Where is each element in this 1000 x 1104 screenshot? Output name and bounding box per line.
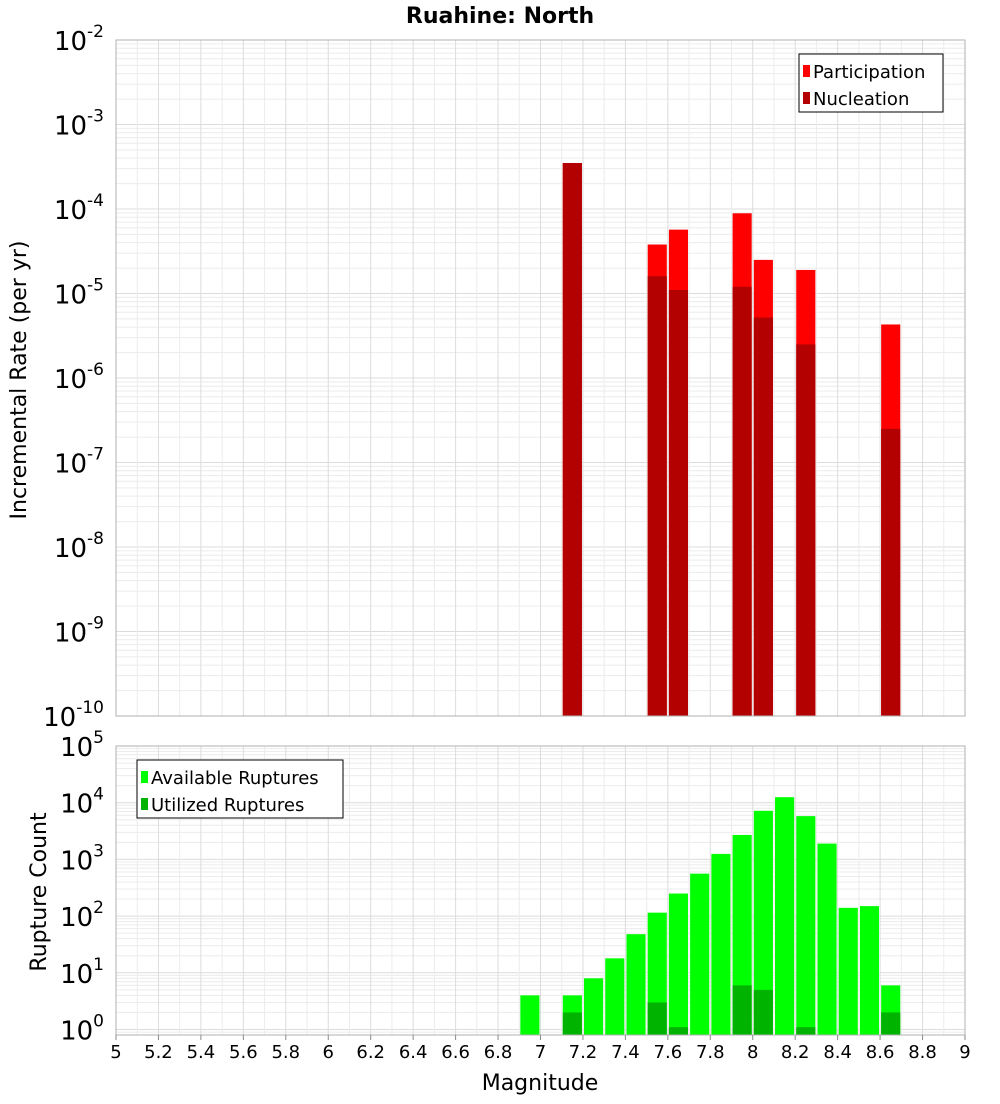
x-tick-label: 8.2 [781,1042,810,1063]
top-legend: Participation Nucleation [798,53,944,113]
bottom-bar-utilized-ruptures [647,1002,667,1035]
top-y-tick-label: 10-9 [54,614,104,649]
bottom-bar-utilized-ruptures [668,1027,689,1035]
top-plot-frame [115,39,966,717]
bottom-bar-available-ruptures [690,873,710,1035]
top-bar-nucleation [881,428,901,716]
x-tick-label: 8.6 [866,1042,895,1063]
chart-title: Ruahine: North [406,4,594,29]
top-y-axis-label: Incremental Rate (per yr) [7,241,32,520]
x-tick-label: 7.4 [611,1042,640,1063]
top-panel: 10-10 10-9 10-8 10-7 10-6 10-5 10-4 10-3 10-2 Par… [43,22,966,733]
bottom-y-tick-label: 104 [60,785,104,820]
x-tick-label: 5.8 [271,1042,300,1063]
bottom-bar-available-ruptures [668,893,689,1035]
bottom-legend: Available Ruptures Utilized Ruptures [136,759,344,819]
x-tick-label: 5.2 [144,1042,173,1063]
bottom-bar-utilized-ruptures [562,1012,582,1035]
bottom-bar-available-ruptures [626,934,646,1035]
x-tick-label: 5.4 [187,1042,216,1063]
bottom-bar-utilized-ruptures [881,1012,901,1035]
bottom-y-tick-label: 100 [60,1012,104,1047]
top-y-tick-label: 10-4 [54,191,104,226]
bottom-y-tick-label: 103 [60,841,104,876]
x-tick-label: 6 [323,1042,334,1063]
legend-entry: Nucleation [813,89,909,110]
top-bar-nucleation [796,344,816,716]
legend-swatch [803,92,810,104]
bottom-bar-available-ruptures [732,834,752,1035]
x-tick-label: 7.8 [696,1042,725,1063]
legend-entry: Available Ruptures [151,768,319,789]
bottom-y-tick-label: 105 [60,728,104,763]
top-y-tick-label: 10-8 [54,529,104,564]
top-y-tick-label: 10-10 [43,698,104,733]
bottom-y-tick-label: 101 [60,955,104,990]
x-tick-label: 6.4 [399,1042,428,1063]
top-bar-nucleation [668,290,689,716]
x-axis-label: Magnitude [482,1071,599,1096]
x-tick-label: 7.6 [654,1042,683,1063]
bottom-bar-available-ruptures [520,995,540,1035]
bottom-panel: 100 101 102 103 104 105 5 5.2 5.4 5.6 5.8 6 6.2 6.4 6.… [60,728,971,1063]
x-tick-label: 8 [747,1042,758,1063]
bottom-bar-available-ruptures [775,797,795,1035]
top-bar-nucleation [732,286,752,716]
bottom-y-axis-label: Rupture Count [27,812,52,972]
bottom-bar-available-ruptures [838,907,858,1035]
top-bar-nucleation [753,317,773,716]
bottom-bar-available-ruptures [817,843,837,1035]
x-tick-label: 8.8 [908,1042,937,1063]
bottom-bar-utilized-ruptures [796,1027,816,1035]
x-tick-label: 9 [959,1042,970,1063]
legend-box [136,759,344,819]
legend-box [798,53,944,113]
bottom-bar-utilized-ruptures [732,985,752,1035]
legend-swatch [803,65,810,77]
bottom-bar-available-ruptures [711,853,731,1035]
top-y-tick-label: 10-6 [54,360,104,395]
x-tick-label: 6.2 [356,1042,385,1063]
bottom-bar-available-ruptures [796,816,816,1035]
bottom-bar-available-ruptures [859,906,880,1035]
bottom-bar-available-ruptures [584,978,604,1035]
bottom-y-tick-label: 102 [60,898,104,933]
top-y-tick-label: 10-7 [54,445,104,480]
top-y-tick-label: 10-3 [54,107,104,142]
bottom-bar-available-ruptures [753,810,773,1035]
x-tick-label: 6.8 [484,1042,513,1063]
x-tick-label: 7.2 [569,1042,598,1063]
bottom-bar-utilized-ruptures [753,989,773,1035]
legend-entry: Participation [813,62,925,83]
top-bar-nucleation [562,163,582,716]
legend-swatch [141,771,148,783]
top-bar-nucleation [647,276,667,716]
bottom-bar-available-ruptures [605,958,625,1035]
x-tick-label: 5 [110,1042,121,1063]
x-tick-label: 6.6 [441,1042,470,1063]
legend-entry: Utilized Ruptures [151,795,304,816]
x-tick-label: 7 [535,1042,546,1063]
legend-swatch [141,798,148,810]
x-tick-label: 5.6 [229,1042,258,1063]
top-y-tick-label: 10-5 [54,276,104,311]
x-tick-label: 8.4 [823,1042,852,1063]
top-y-tick-label: 10-2 [54,22,104,57]
